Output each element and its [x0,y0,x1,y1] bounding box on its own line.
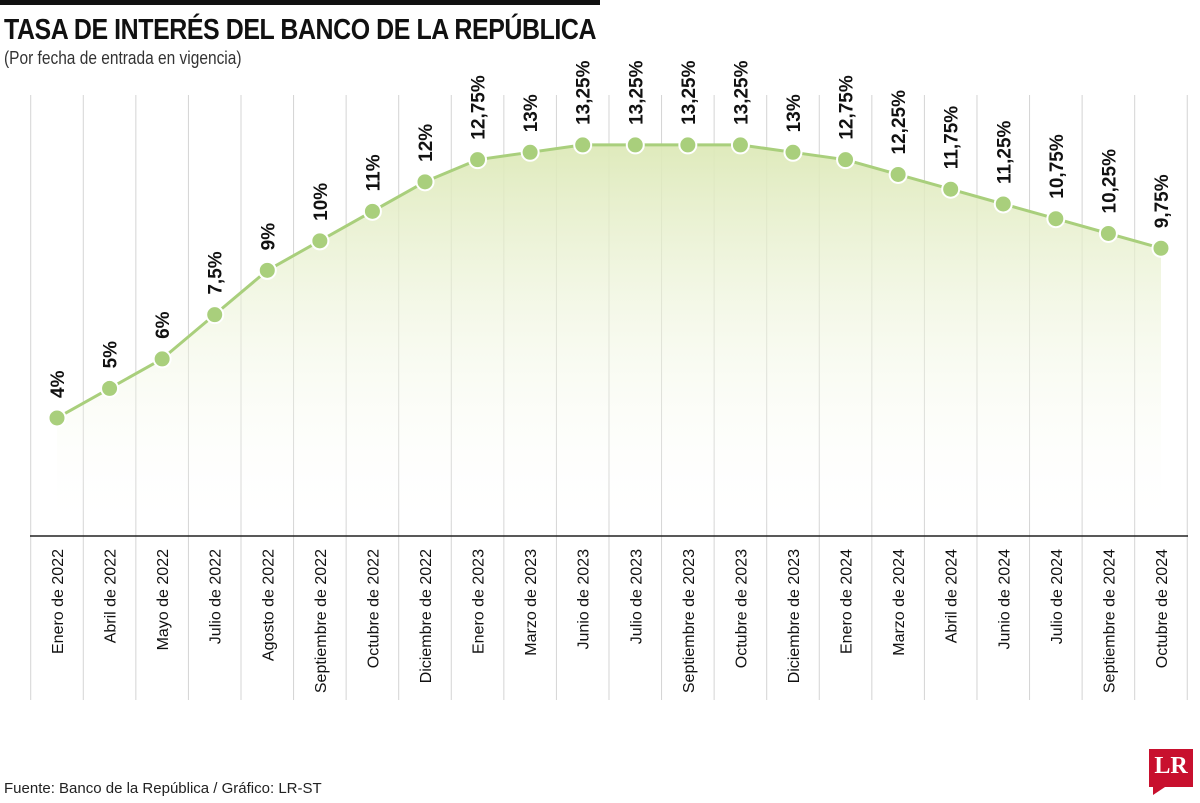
value-label-1: 4% [48,370,69,398]
area-fill [57,144,1161,536]
x-tick-label-18: Abril de 2024 [944,549,961,643]
data-point-4 [205,305,225,325]
top-rule [0,0,600,5]
value-label-21: 10,25% [1099,149,1120,214]
value-label-5: 9% [258,223,279,251]
x-tick-label-15: Diciembre de 2023 [786,549,803,683]
x-tick-label-6: Septiembre de 2022 [313,549,330,693]
chart-title: TASA DE INTERÉS DEL BANCO DE LA REPÚBLIC… [4,14,597,46]
value-label-19: 11,25% [994,120,1015,183]
value-label-18: 11,75% [942,106,963,169]
value-label-12: 13,25% [626,60,647,125]
x-tick-labels: Enero de 2022 Abril de 2022 Mayo de 2022 Ju… [50,549,1171,693]
x-tick-label-9: Enero de 2023 [471,549,488,654]
value-label-3: 6% [153,311,174,339]
value-label-6: 10% [311,183,332,221]
x-tick-label-4: Julio de 2022 [208,549,225,644]
value-label-17: 12,25% [889,90,910,155]
chart-subtitle: (Por fecha de entrada en vigencia) [4,48,242,68]
data-point-2 [100,378,120,398]
data-point-20 [1046,209,1066,229]
x-tick-label-12: Julio de 2023 [628,549,645,644]
data-point-10 [520,142,540,162]
logo-tail [1153,787,1165,795]
x-tick-label-1: Enero de 2022 [50,549,67,654]
x-tick-label-11: Junio de 2023 [576,549,593,650]
data-point-8 [415,172,435,192]
x-tick-label-13: Septiembre de 2023 [681,549,698,693]
data-points [47,135,1171,428]
data-point-7 [362,201,382,221]
data-point-9 [468,150,488,170]
value-label-10: 13% [521,94,542,132]
series-line [56,143,1162,420]
value-label-15: 13% [784,94,805,132]
value-label-4: 7,5% [206,251,227,294]
value-label-7: 11% [363,154,384,191]
x-tick-label-3: Mayo de 2022 [155,549,172,651]
data-point-21 [1098,223,1118,243]
data-point-18 [941,179,961,199]
lr-logo: LR [1149,749,1193,795]
x-tick-label-7: Octubre de 2022 [365,549,382,668]
value-label-22: 9,75% [1152,174,1173,228]
data-labels: 4% 5% 6% 7,5% 9% 10% 11% 12% 12,75% 13% 13,25% 13,2… [48,60,1173,398]
x-tick-label-16: Enero de 2024 [839,549,856,654]
value-label-2: 5% [101,341,122,369]
value-label-9: 12,75% [469,75,490,140]
data-point-6 [310,231,330,251]
x-tick-label-21: Septiembre de 2024 [1101,549,1118,693]
value-label-20: 10,75% [1047,134,1068,199]
data-point-19 [993,194,1013,214]
logo-text: LR [1154,753,1188,779]
value-label-11: 13,25% [574,60,595,125]
x-tick-label-22: Octubre de 2024 [1154,549,1171,668]
data-point-16 [836,150,856,170]
value-label-13: 13,25% [679,60,700,125]
data-point-15 [783,142,803,162]
x-tick-label-10: Marzo de 2023 [523,549,540,656]
x-tick-label-2: Abril de 2022 [103,549,120,643]
data-point-14 [730,135,750,155]
data-point-1 [47,408,67,428]
data-point-3 [152,349,172,369]
x-tick-label-14: Octubre de 2023 [733,549,750,668]
value-label-8: 12% [416,124,437,162]
data-point-22 [1151,238,1171,258]
data-point-17 [888,164,908,184]
interest-rate-chart: 4% 5% 6% 7,5% 9% 10% 11% 12% 12,75% 13% 13,25% 13,2… [30,60,1188,700]
data-point-13 [678,135,698,155]
data-point-11 [573,135,593,155]
value-label-14: 13,25% [731,60,752,125]
x-tick-label-8: Diciembre de 2022 [418,549,435,683]
x-tick-label-20: Julio de 2024 [1049,549,1066,644]
source-note: Fuente: Banco de la República / Gráfico:… [4,780,322,797]
logo-box [1149,749,1193,787]
data-point-12 [625,135,645,155]
value-label-16: 12,75% [837,75,858,140]
data-point-5 [257,260,277,280]
x-tick-label-19: Junio de 2024 [996,549,1013,650]
x-tick-label-17: Marzo de 2024 [891,549,908,656]
x-tick-label-5: Agosto de 2022 [260,549,277,661]
